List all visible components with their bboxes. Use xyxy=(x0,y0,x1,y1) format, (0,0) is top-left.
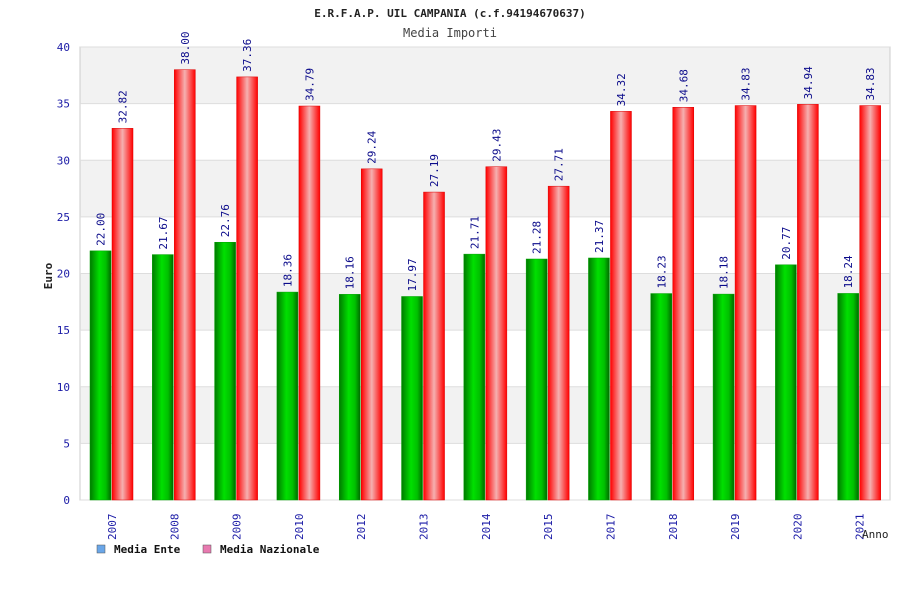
bar-media-nazionale xyxy=(485,166,508,501)
bar-value-label: 34.68 xyxy=(677,69,690,102)
y-tick-label: 0 xyxy=(63,494,70,507)
bar-media-ente xyxy=(775,264,797,501)
bar-value-label: 22.76 xyxy=(219,204,232,237)
y-tick-label: 30 xyxy=(57,154,70,167)
y-tick-label: 25 xyxy=(57,211,70,224)
bar-labels: 22.00 32.82 21.67 38.00 22.76 37.36 18.36 34.79… xyxy=(95,32,878,292)
x-tick-label: 2021 xyxy=(854,514,867,541)
bar-media-nazionale xyxy=(423,191,445,501)
bar-media-ente xyxy=(837,293,859,501)
bar-value-label: 34.32 xyxy=(615,73,628,106)
x-tick-label: 2017 xyxy=(604,514,617,541)
bar-value-label: 34.83 xyxy=(740,67,753,100)
bar-value-label: 38.00 xyxy=(179,32,192,65)
y-axis-ticks: 0 5 10 15 20 25 30 35 40 xyxy=(57,41,70,507)
bar-value-label: 34.94 xyxy=(802,66,815,99)
bar-media-nazionale xyxy=(111,128,134,501)
bar-value-label: 34.83 xyxy=(864,67,877,100)
bar-media-nazionale xyxy=(174,69,196,501)
bar-value-label: 18.18 xyxy=(718,256,731,289)
bar-value-label: 37.36 xyxy=(241,39,254,72)
bar-media-nazionale xyxy=(672,106,695,501)
x-tick-label: 2013 xyxy=(418,514,431,541)
bar-value-label: 27.71 xyxy=(553,148,566,181)
bar-media-nazionale xyxy=(360,168,383,501)
x-tick-label: 2018 xyxy=(667,514,680,541)
bar-value-label: 18.24 xyxy=(842,255,855,288)
bar-value-label: 18.36 xyxy=(281,254,294,287)
bar-value-label: 21.67 xyxy=(157,216,170,249)
x-tick-label: 2007 xyxy=(106,514,119,541)
bar-value-label: 34.79 xyxy=(303,68,316,101)
bar-media-nazionale xyxy=(734,105,757,501)
bar-value-label: 21.28 xyxy=(531,221,544,254)
bar-media-nazionale xyxy=(298,105,321,501)
bars xyxy=(89,69,881,501)
bar-media-ente xyxy=(214,241,236,501)
legend-swatch xyxy=(96,544,106,554)
legend-label: Media Nazionale xyxy=(220,543,320,556)
legend-swatch xyxy=(202,544,212,554)
y-tick-label: 35 xyxy=(57,98,70,111)
bar-media-ente xyxy=(712,293,735,501)
bar-media-ente xyxy=(401,296,423,501)
bar-media-nazionale xyxy=(610,111,632,501)
bar-media-ente xyxy=(152,254,174,501)
chart-subtitle: Media Importi xyxy=(403,26,497,40)
bar-value-label: 20.77 xyxy=(780,227,793,260)
bar-media-nazionale xyxy=(236,76,258,501)
x-tick-label: 2008 xyxy=(168,514,181,541)
bar-media-nazionale xyxy=(859,105,881,501)
bar-value-label: 21.71 xyxy=(468,216,481,249)
bar-media-ente xyxy=(650,293,673,501)
y-tick-label: 15 xyxy=(57,324,70,337)
x-axis-label: Anno xyxy=(862,528,889,541)
bar-value-label: 27.19 xyxy=(428,154,441,187)
bar-media-nazionale xyxy=(797,104,819,501)
bar-value-label: 21.37 xyxy=(593,220,606,253)
bar-media-ente xyxy=(463,253,486,501)
y-tick-label: 5 xyxy=(63,437,70,450)
legend-label: Media Ente xyxy=(114,543,181,556)
x-tick-label: 2014 xyxy=(480,513,493,540)
x-tick-label: 2020 xyxy=(791,514,804,541)
bar-media-ente xyxy=(338,294,361,501)
x-tick-label: 2015 xyxy=(542,514,555,541)
bar-media-ente xyxy=(89,250,112,501)
bar-media-ente xyxy=(525,258,548,501)
y-tick-label: 40 xyxy=(57,41,70,54)
chart-title: E.R.F.A.P. UIL CAMPANIA (c.f.94194670637… xyxy=(314,7,586,20)
bar-media-nazionale xyxy=(547,185,570,501)
bar-media-ente xyxy=(276,291,299,501)
y-tick-label: 10 xyxy=(57,381,70,394)
bar-value-label: 29.24 xyxy=(366,130,379,163)
x-axis-ticks: 2007 2008 2009 2010 2012 2013 2014 2015 2017 2018… xyxy=(106,513,867,540)
legend: Media Ente Media Nazionale xyxy=(96,543,320,556)
x-tick-label: 2010 xyxy=(293,514,306,541)
grid-band xyxy=(80,160,890,217)
bar-value-label: 18.16 xyxy=(344,256,357,289)
bar-media-ente xyxy=(588,257,610,501)
bar-value-label: 32.82 xyxy=(117,90,130,123)
y-tick-label: 20 xyxy=(57,268,70,281)
bar-value-label: 22.00 xyxy=(95,213,108,246)
y-axis-label: Euro xyxy=(42,262,55,289)
bar-value-label: 29.43 xyxy=(490,129,503,162)
bar-value-label: 17.97 xyxy=(406,258,419,291)
grid-band xyxy=(80,47,890,104)
x-tick-label: 2009 xyxy=(231,514,244,541)
x-tick-label: 2019 xyxy=(729,514,742,541)
x-tick-label: 2012 xyxy=(355,514,368,541)
bar-value-label: 18.23 xyxy=(655,255,668,288)
